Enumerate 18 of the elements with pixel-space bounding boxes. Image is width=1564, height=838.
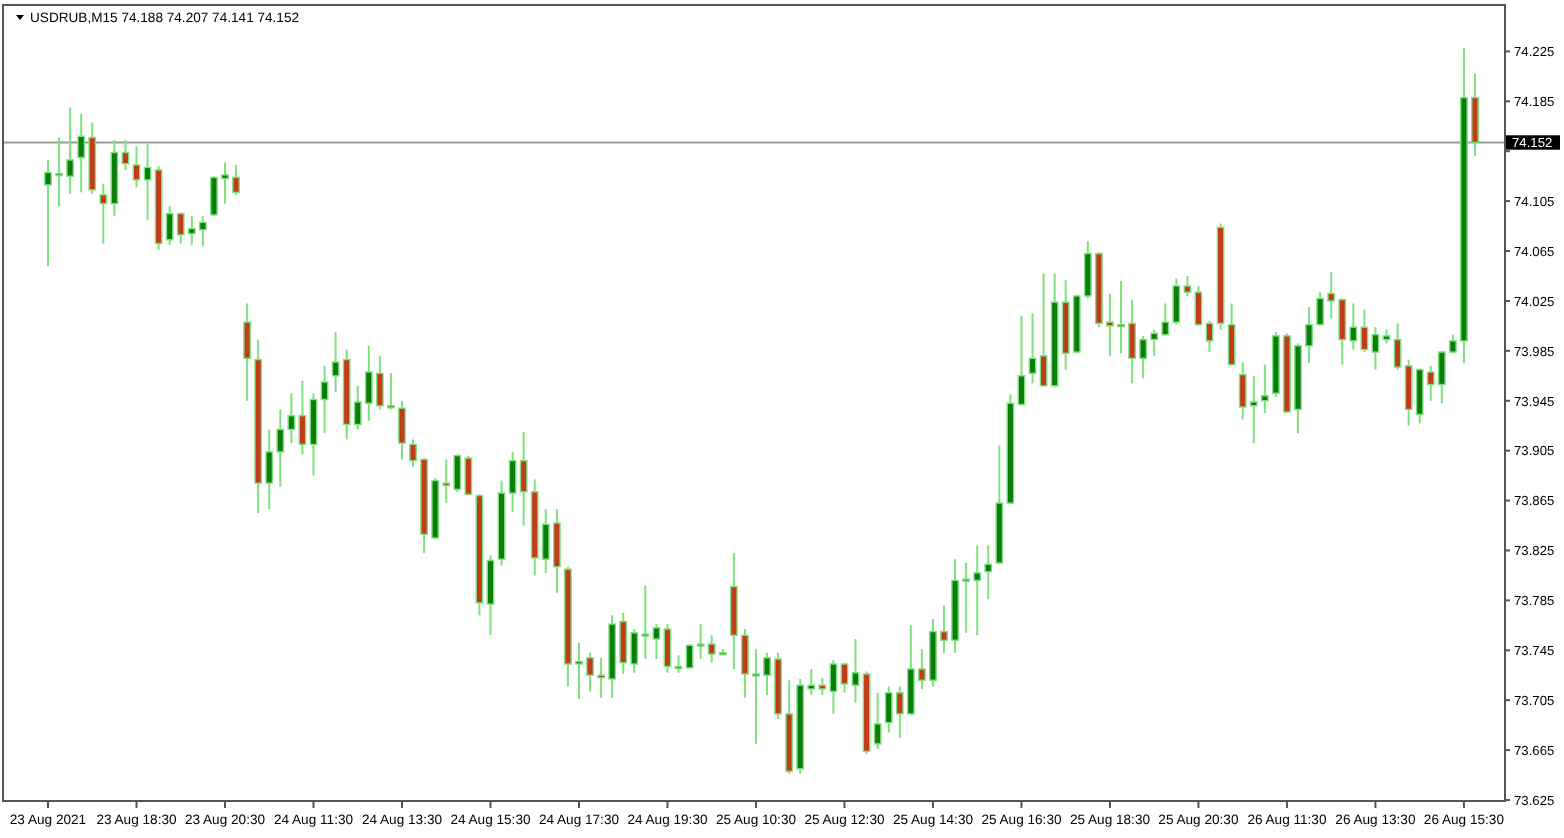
candlestick xyxy=(1393,322,1402,371)
candlestick xyxy=(663,623,672,674)
candlestick xyxy=(1227,302,1236,367)
candlestick xyxy=(1371,326,1380,371)
candlestick xyxy=(1260,363,1269,415)
candlestick xyxy=(320,364,329,435)
candlestick xyxy=(398,399,406,461)
candlestick xyxy=(851,638,860,704)
candlestick xyxy=(652,623,661,661)
candlestick xyxy=(132,145,141,189)
candlestick xyxy=(486,554,495,637)
candlestick xyxy=(143,142,152,221)
candlestick xyxy=(1017,314,1026,407)
candlestick xyxy=(298,379,307,456)
candlestick xyxy=(840,661,849,694)
candlestick xyxy=(873,691,882,750)
candlestick xyxy=(1205,319,1214,354)
candlestick xyxy=(243,302,252,402)
